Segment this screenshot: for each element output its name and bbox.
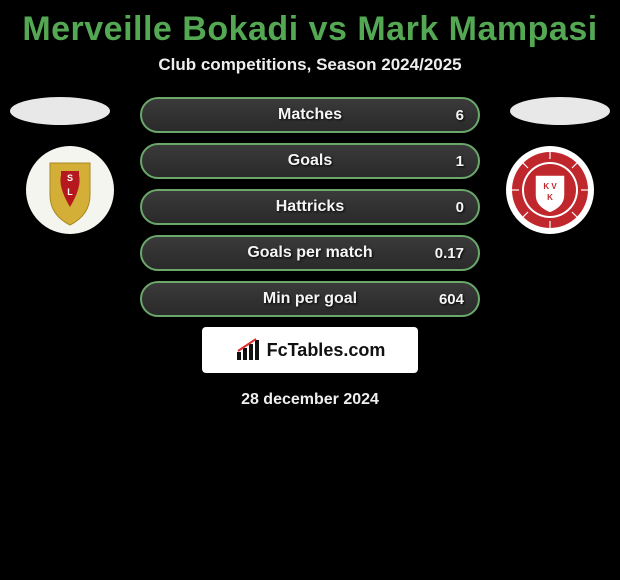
stat-value-right: 0.17 (435, 245, 464, 262)
stat-label: Goals per match (247, 244, 372, 262)
svg-text:K: K (547, 193, 553, 202)
shield-icon: S L (25, 145, 115, 235)
svg-text:K V: K V (543, 182, 557, 191)
comparison-container: S L K V K Matc (0, 97, 620, 409)
stat-value-right: 6 (456, 107, 464, 124)
stat-value-right: 0 (456, 199, 464, 216)
branding-badge: FcTables.com (202, 327, 418, 373)
chart-icon (235, 338, 263, 362)
branding-text: FcTables.com (267, 340, 386, 361)
subtitle: Club competitions, Season 2024/2025 (0, 55, 620, 75)
stat-row: Goals 1 (140, 143, 480, 179)
stat-label: Hattricks (276, 198, 344, 216)
page-title: Merveille Bokadi vs Mark Mampasi (0, 0, 620, 55)
stat-row: Hattricks 0 (140, 189, 480, 225)
player-head-right (510, 97, 610, 125)
stats-list: Matches 6 Goals 1 Hattricks 0 Goals per … (140, 97, 480, 317)
stat-label: Min per goal (263, 290, 357, 308)
stat-row: Min per goal 604 (140, 281, 480, 317)
stat-value-right: 604 (439, 291, 464, 308)
stat-label: Matches (278, 106, 342, 124)
player-head-left (10, 97, 110, 125)
stat-value-right: 1 (456, 153, 464, 170)
club-badge-right: K V K (500, 145, 600, 235)
report-date: 28 december 2024 (0, 391, 620, 409)
shield-icon: K V K (505, 145, 595, 235)
stat-row: Matches 6 (140, 97, 480, 133)
club-badge-left: S L (20, 145, 120, 235)
stat-row: Goals per match 0.17 (140, 235, 480, 271)
svg-text:L: L (67, 187, 73, 197)
stat-label: Goals (288, 152, 332, 170)
svg-text:S: S (67, 173, 73, 183)
